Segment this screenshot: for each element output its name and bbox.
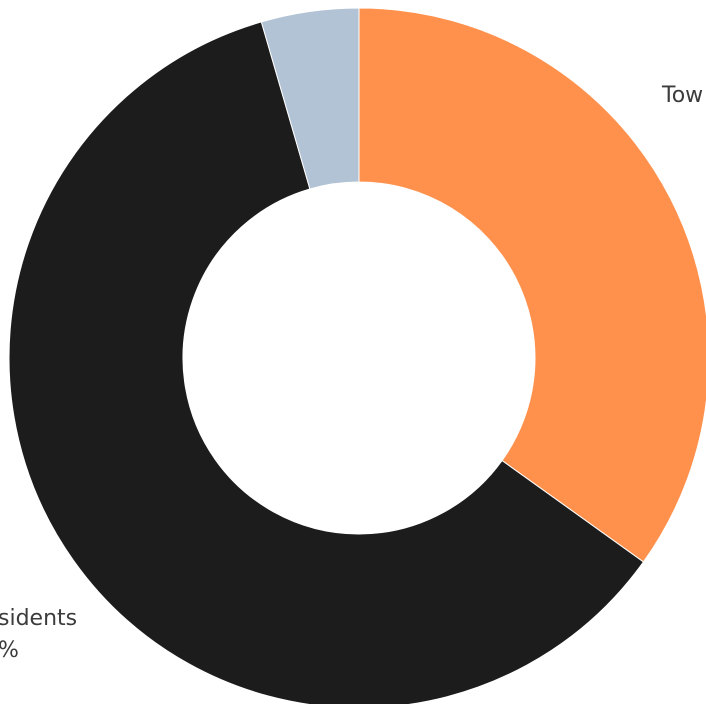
slice-label-residents-name: sidents bbox=[0, 606, 78, 631]
donut-slice-0 bbox=[358, 7, 706, 563]
slice-label-residents-value: % bbox=[0, 638, 19, 663]
slice-label-tow: Tow bbox=[662, 80, 703, 112]
donut-slice-2 bbox=[260, 7, 360, 190]
slice-label-tow-name: Tow bbox=[662, 83, 704, 108]
donut-slice-1 bbox=[8, 21, 645, 704]
slice-label-residents: sidents % bbox=[0, 603, 77, 667]
